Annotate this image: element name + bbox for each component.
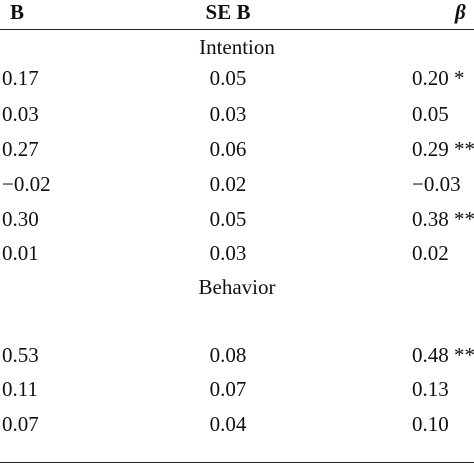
header-rule xyxy=(0,29,474,30)
table-cell: 0.13 xyxy=(412,377,449,401)
table-cell: 0.11 xyxy=(2,377,38,401)
table-cell: 0.08 xyxy=(209,343,247,367)
table-cell: 0.48 ** xyxy=(412,343,474,367)
table-cell: 0.01 xyxy=(2,241,39,265)
column-header: B xyxy=(10,0,25,24)
section-title: Behavior xyxy=(198,275,276,299)
table-cell: 0.02 xyxy=(412,241,449,265)
table-cell: −0.02 xyxy=(2,172,51,196)
column-header: SE B xyxy=(205,0,251,24)
table-cell: 0.29 ** xyxy=(412,137,474,161)
column-header: β xyxy=(455,0,466,24)
table-cell: 0.06 xyxy=(209,137,247,161)
table-cell: 0.20 * xyxy=(412,66,465,90)
bottom-rule xyxy=(0,462,474,463)
table-cell: 0.02 xyxy=(209,172,247,196)
table-cell: 0.05 xyxy=(209,66,247,90)
table-cell: 0.05 xyxy=(209,207,247,231)
table-cell: 0.10 xyxy=(412,412,449,436)
table-cell: 0.07 xyxy=(209,377,247,401)
table-cell: 0.17 xyxy=(2,66,39,90)
table-cell: −0.03 xyxy=(412,172,461,196)
table-cell: 0.07 xyxy=(2,412,39,436)
table-cell: 0.30 xyxy=(2,207,39,231)
table-cell: 0.27 xyxy=(2,137,39,161)
table-cell: 0.03 xyxy=(209,102,247,126)
table-cell: 0.04 xyxy=(209,412,247,436)
table-cell: 0.53 xyxy=(2,343,39,367)
table-cell: 0.38 ** xyxy=(412,207,474,231)
table-cell: 0.03 xyxy=(2,102,39,126)
section-title: Intention xyxy=(199,35,275,59)
table-cell: 0.03 xyxy=(209,241,247,265)
table-cell: 0.05 xyxy=(412,102,449,126)
